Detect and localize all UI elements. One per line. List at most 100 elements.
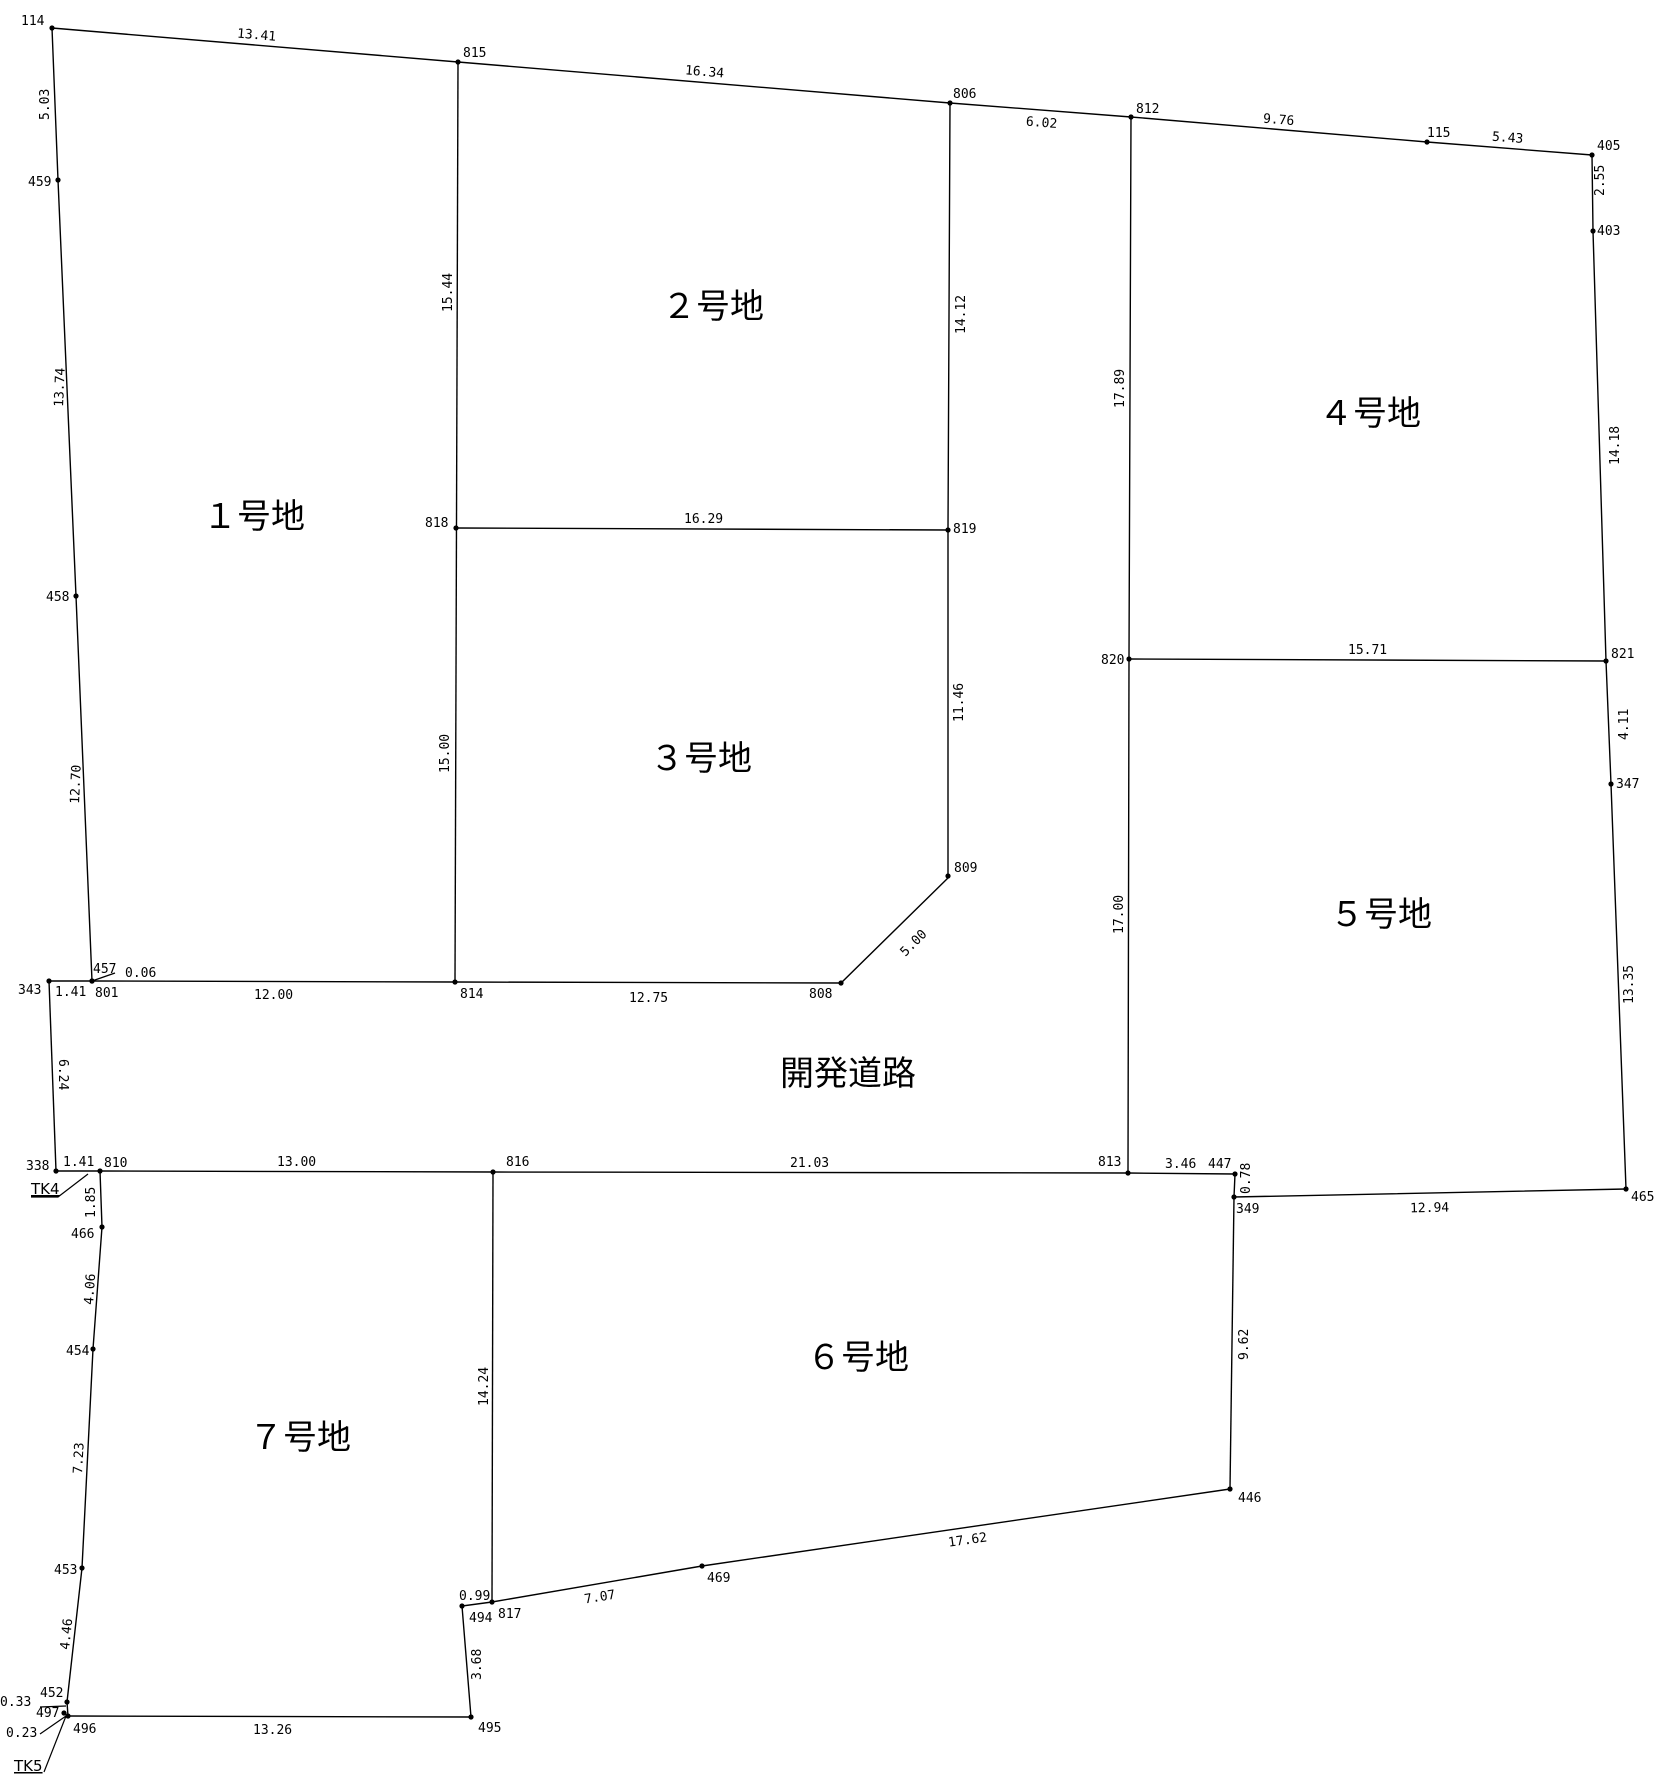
dim-469-446: 17.62 <box>947 1530 988 1550</box>
point-marker-494 <box>459 1603 465 1609</box>
dim-816-813: 21.03 <box>790 1156 829 1171</box>
point-marker-466 <box>99 1224 105 1230</box>
point-marker-497 <box>61 1710 67 1716</box>
dim-801-814: 12.00 <box>254 988 293 1003</box>
dim-810-816: 13.00 <box>277 1155 316 1170</box>
point-marker-405 <box>1589 152 1595 158</box>
point-label-114: 114 <box>21 14 45 29</box>
dim-403-821: 14.18 <box>1608 426 1623 465</box>
dim-458-457: 12.70 <box>68 764 85 804</box>
dim-815-818: 15.44 <box>441 273 456 312</box>
dim-454-453: 7.23 <box>71 1442 88 1474</box>
point-marker-808 <box>838 980 844 986</box>
lot-labels: １号地 ２号地 ３号地 ４号地 ５号地 ６号地 ７号地 開発道路 <box>203 287 1432 1458</box>
point-marker-454 <box>90 1346 96 1352</box>
point-marker-820 <box>1126 656 1132 662</box>
dim-494-495: 3.68 <box>470 1649 485 1680</box>
dim-812-820: 17.89 <box>1113 369 1128 408</box>
boundary-left-lot1 <box>51 27 93 982</box>
point-label-458: 458 <box>46 590 69 605</box>
point-marker-465 <box>1623 1186 1629 1192</box>
point-marker-814 <box>452 979 458 985</box>
boundary-right <box>1591 154 1627 1190</box>
line-457-801 <box>91 972 116 982</box>
point-label-816: 816 <box>506 1155 529 1170</box>
tk4-label: TK4 <box>30 1180 60 1198</box>
dim-405-403: 2.55 <box>1593 165 1608 196</box>
point-marker-496 <box>65 1713 71 1719</box>
point-marker-447 <box>1232 1171 1238 1177</box>
line-815-814 <box>454 61 459 983</box>
dim-817-469: 7.07 <box>583 1588 616 1608</box>
leader-033 <box>39 1705 67 1708</box>
dim-347-465: 13.35 <box>1622 965 1637 1004</box>
point-label-808: 808 <box>809 987 832 1002</box>
road-label: 開発道路 <box>780 1054 916 1094</box>
point-marker-817 <box>489 1599 495 1605</box>
point-marker-801 <box>89 978 95 984</box>
dim-806-812: 6.02 <box>1025 115 1057 132</box>
dim-815-806: 16.34 <box>684 63 724 81</box>
dim-812-115: 9.76 <box>1262 112 1294 129</box>
point-label-403: 403 <box>1597 224 1620 239</box>
dim-820-813: 17.00 <box>1112 895 1127 934</box>
dim-818-814: 15.00 <box>438 734 453 773</box>
point-label-801: 801 <box>95 986 118 1001</box>
point-marker-338 <box>53 1168 59 1174</box>
dimension-labels: 13.41 16.34 6.02 9.76 5.43 2.55 5.03 13.… <box>0 27 1637 1741</box>
line-816-817 <box>491 1171 494 1603</box>
point-label-814: 814 <box>460 987 484 1002</box>
point-label-349: 349 <box>1236 1202 1259 1217</box>
point-marker-813 <box>1125 1170 1131 1176</box>
dim-497-496: 0.23 <box>6 1726 37 1741</box>
point-label-497: 497 <box>36 1706 59 1721</box>
point-marker-812 <box>1128 114 1134 120</box>
dim-114-815: 13.41 <box>236 27 276 45</box>
dim-457-801: 0.06 <box>125 966 156 981</box>
point-label-343: 343 <box>18 983 41 998</box>
point-marker-349 <box>1231 1194 1237 1200</box>
point-marker-821 <box>1603 658 1609 664</box>
point-label-812: 812 <box>1136 102 1159 117</box>
lot-5-label: ５号地 <box>1330 895 1432 935</box>
point-label-453: 453 <box>54 1563 77 1578</box>
dim-808-809: 5.00 <box>898 927 931 960</box>
point-label-459: 459 <box>28 175 51 190</box>
point-label-819: 819 <box>953 522 976 537</box>
point-label-820: 820 <box>1101 653 1124 668</box>
road-bottom-edge <box>56 1170 1236 1175</box>
point-label-446: 446 <box>1238 1491 1261 1506</box>
point-marker-809 <box>945 873 951 879</box>
point-label-809: 809 <box>954 861 977 876</box>
point-marker-459 <box>55 177 61 183</box>
tk5-leader <box>43 1715 67 1773</box>
dim-338-810: 1.41 <box>63 1155 94 1170</box>
line-812-813 <box>1127 116 1132 1174</box>
point-label-405: 405 <box>1597 139 1620 154</box>
point-marker-806 <box>947 100 953 106</box>
point-label-494: 494 <box>469 1611 493 1626</box>
dim-821-347: 4.11 <box>1617 709 1632 740</box>
leader-lines <box>31 1173 89 1773</box>
lot-3-label: ３号地 <box>650 739 752 779</box>
line-818-819 <box>455 527 949 531</box>
dim-806-819: 14.12 <box>954 295 969 334</box>
tk-labels: TK4 TK5 <box>13 1180 60 1775</box>
tk5-label: TK5 <box>13 1757 43 1775</box>
dim-115-405: 5.43 <box>1491 130 1523 147</box>
point-label-466: 466 <box>71 1227 94 1242</box>
point-marker-495 <box>468 1714 474 1720</box>
road-top-edge <box>49 875 951 984</box>
point-marker-403 <box>1590 228 1596 234</box>
lot-4-label: ４号地 <box>1319 394 1421 434</box>
dim-813-447: 3.46 <box>1165 1157 1196 1172</box>
point-marker-453 <box>79 1565 85 1571</box>
dim-114-459: 5.03 <box>38 89 53 120</box>
dim-816-817: 14.24 <box>477 1367 492 1406</box>
point-label-469: 469 <box>707 1571 730 1586</box>
point-label-454: 454 <box>66 1344 90 1359</box>
point-marker-816 <box>490 1169 496 1175</box>
lot-2-label: ２号地 <box>662 287 764 327</box>
point-markers <box>46 25 1629 1720</box>
